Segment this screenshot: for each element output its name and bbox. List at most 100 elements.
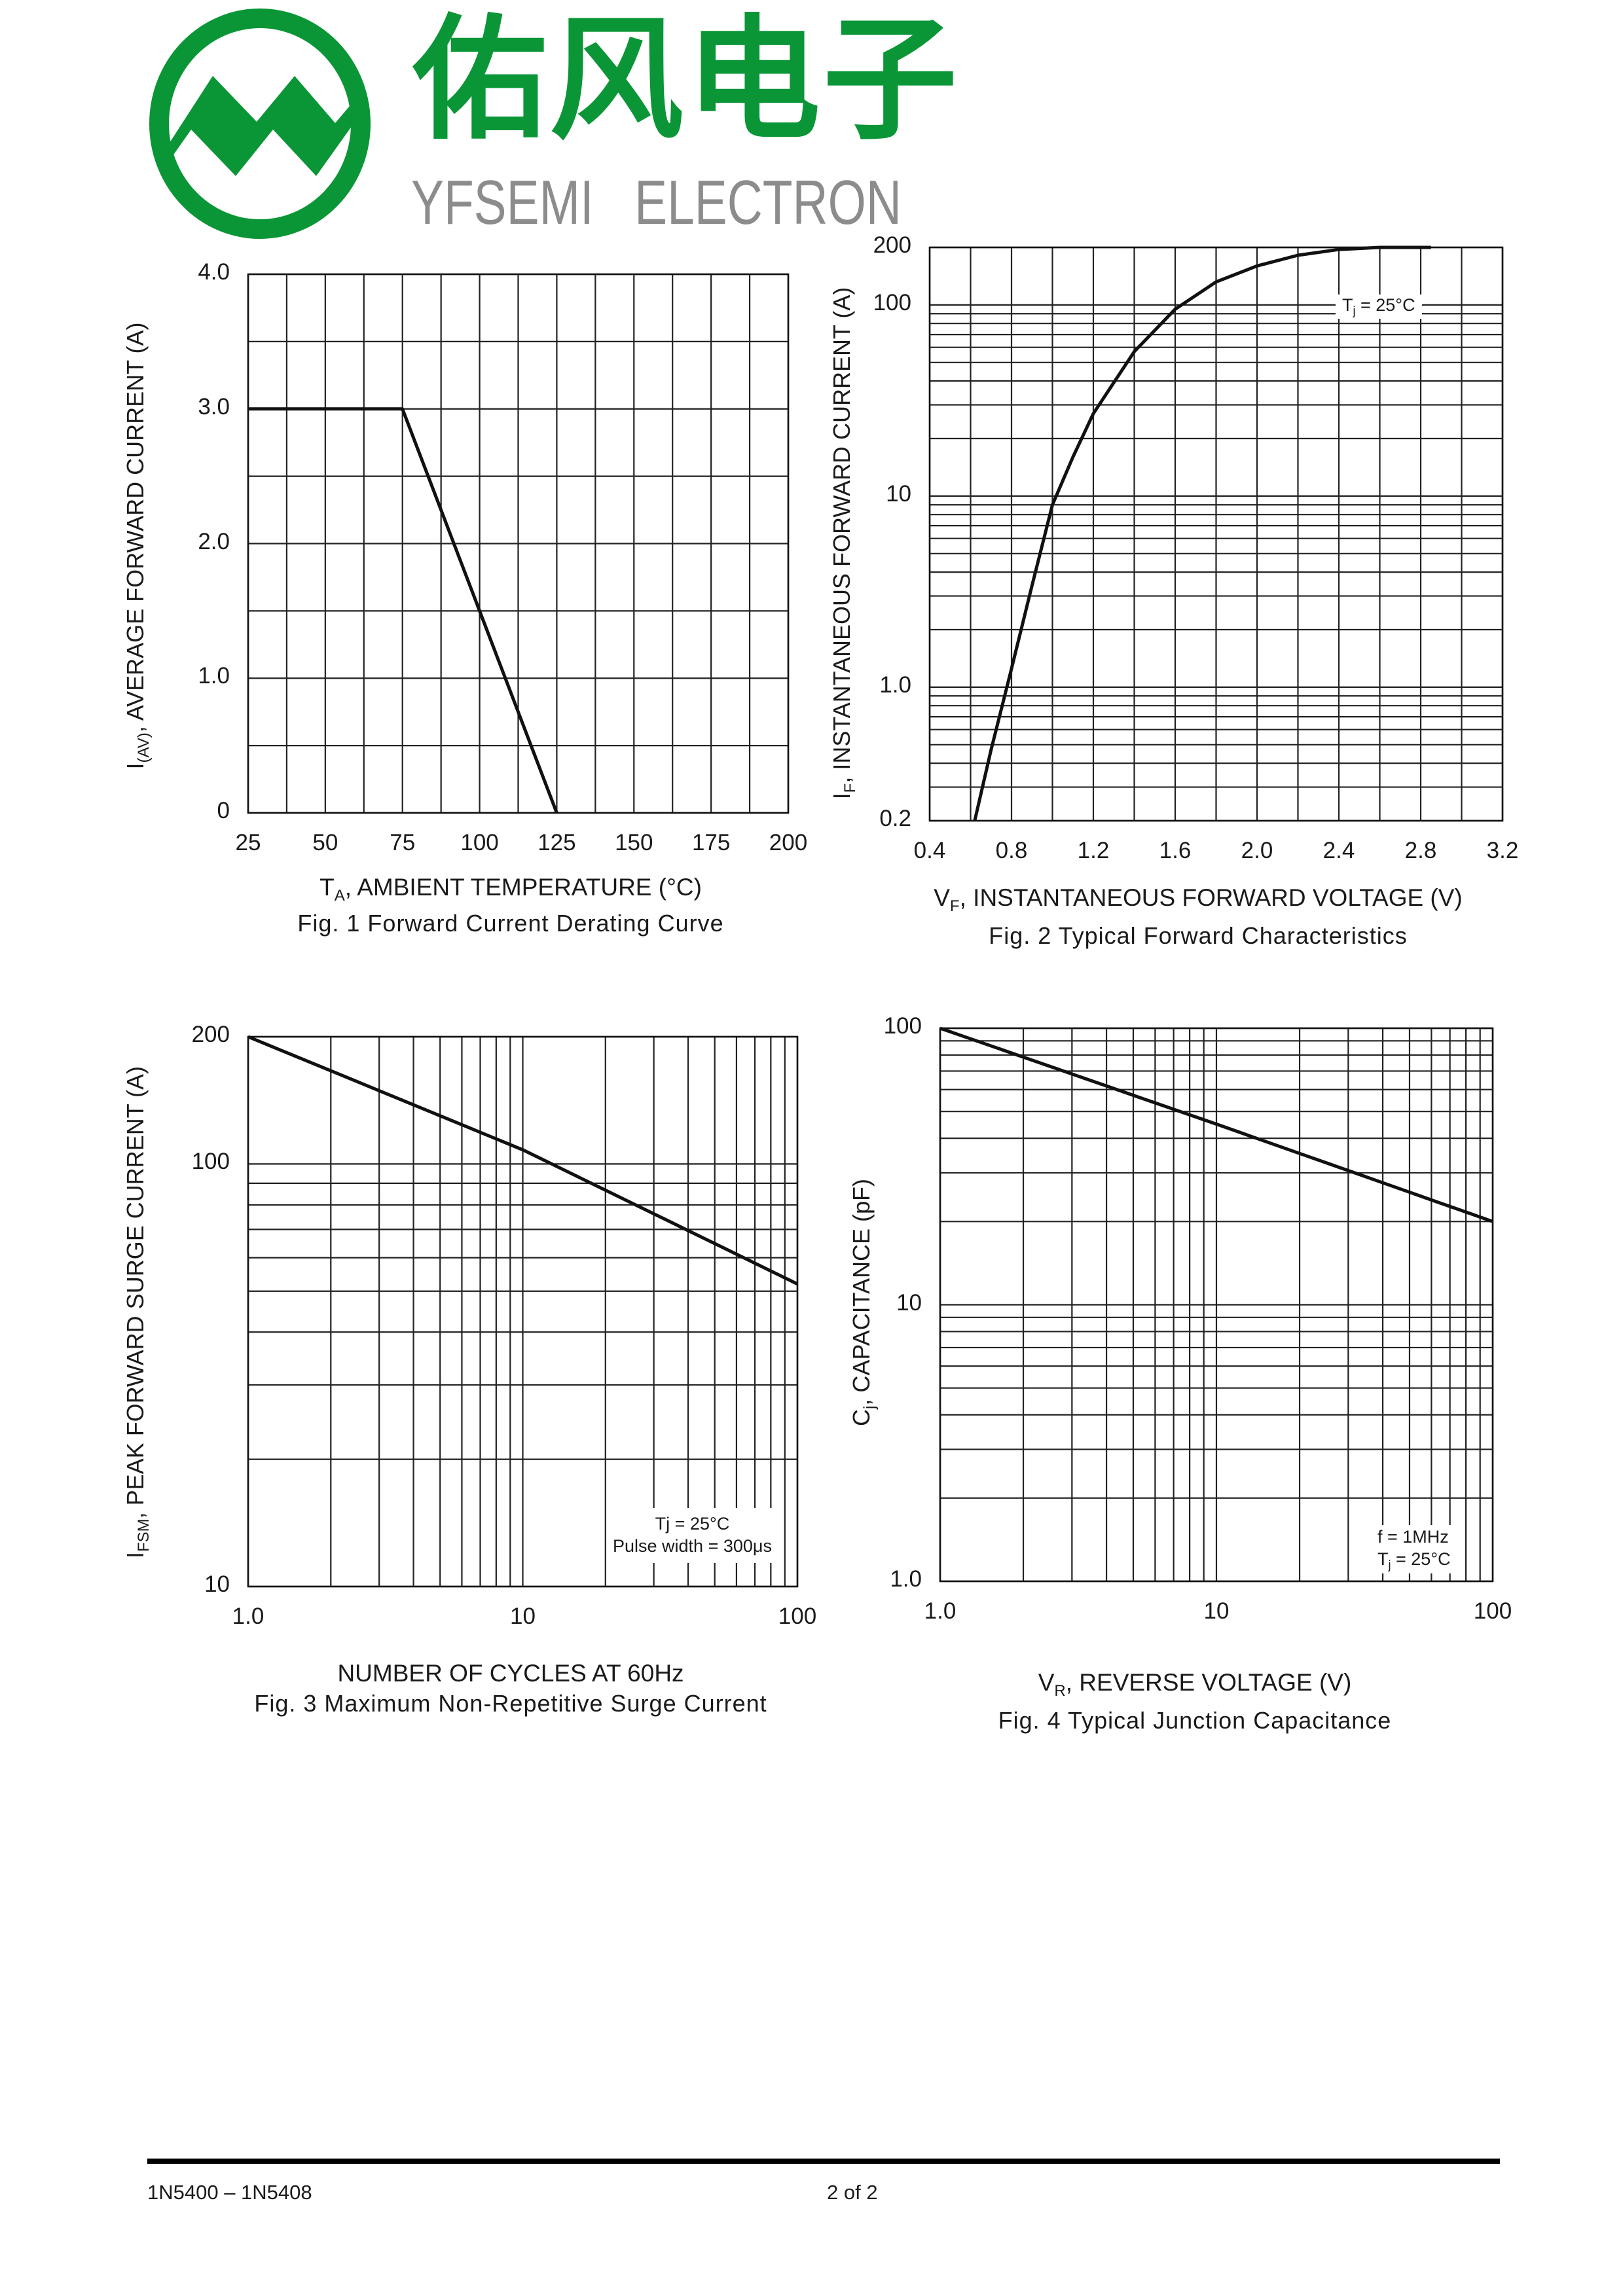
- fig2-series-Tj=25C: [973, 245, 1431, 821]
- fig1-ylabel-sub: (AV): [135, 732, 153, 763]
- fig3-x-tick-label: 1.0: [232, 1604, 264, 1629]
- fig2-x-tick-label: 0.8: [995, 838, 1028, 863]
- fig2-x-tick-label: 1.2: [1077, 838, 1110, 863]
- logo-ring: [149, 9, 371, 239]
- fig4-annot-line1: f = 1MHz: [1377, 1527, 1449, 1547]
- fig3-x-tick-label: 10: [510, 1604, 536, 1629]
- fig2-ylabel-sub: F: [841, 783, 859, 793]
- fig2-xlabel-main: V: [934, 884, 950, 911]
- footer-divider: [147, 2159, 1500, 2164]
- fig3-ylabel-sub: FSM: [135, 1518, 153, 1552]
- fig4-x-tick-label: 10: [1203, 1598, 1230, 1624]
- fig3-plot-frame: [247, 1035, 799, 1588]
- fig3-y-tick-label: 100: [191, 1149, 230, 1175]
- fig4-xlabel-main: V: [1038, 1669, 1055, 1696]
- fig1-plot-frame: [247, 273, 790, 814]
- fig2-x-axis-label: VF, INSTANTANEOUS FORWARD VOLTAGE (V): [934, 884, 1463, 916]
- fig4-plot-frame: [939, 1027, 1494, 1583]
- fig2-xlabel-sub: F: [949, 897, 960, 915]
- fig2-annotation: Tj = 25°C: [1336, 295, 1422, 319]
- fig1-xlabel-main: T: [319, 874, 335, 901]
- fig1-x-tick-label: 25: [235, 830, 261, 855]
- footer-part-number: 1N5400 – 1N5408: [147, 2181, 312, 2204]
- fig2-plot-frame: [928, 246, 1504, 822]
- fig2-y-tick-label: 200: [873, 232, 911, 258]
- fig4-ylabel-sub: j: [861, 1405, 879, 1410]
- fig2-caption: Fig. 2 Typical Forward Characteristics: [989, 922, 1408, 949]
- fig2-y-tick-label: 10: [886, 480, 911, 507]
- fig1-y-tick-label: 4.0: [198, 259, 230, 285]
- fig2-y-tick-label: 0.2: [879, 806, 911, 831]
- fig4-annot-sub: j: [1388, 1558, 1391, 1571]
- fig2-x-tick-label: 1.6: [1159, 838, 1192, 863]
- fig4-xlabel-rest: , REVERSE VOLTAGE (V): [1065, 1669, 1352, 1696]
- fig4-series-Cj: [939, 1026, 1493, 1223]
- fig1-y-tick-label: 0: [217, 798, 230, 823]
- fig2-y-tick-label: 100: [873, 289, 911, 315]
- fig4-ylabel-rest: , CAPACITANCE (pF): [848, 1178, 875, 1406]
- fig1-x-tick-label: 50: [312, 830, 338, 855]
- fig1-y-tick-label: 1.0: [198, 663, 230, 689]
- fig2-x-tick-label: 2.0: [1241, 838, 1273, 863]
- fig3-y-axis-label: IFSM, PEAK FORWARD SURGE CURRENT (A): [122, 1066, 153, 1558]
- fig4-y-axis-label: Cj, CAPACITANCE (pF): [848, 1179, 879, 1426]
- fig4-y-tick-label: 1.0: [890, 1566, 922, 1592]
- fig3-annot-line1: Tj = 25°C: [655, 1514, 730, 1534]
- fig3-caption: Fig. 3 Maximum Non-Repetitive Surge Curr…: [254, 1690, 767, 1717]
- logo-chinese-name: 佑风电子: [412, 5, 960, 155]
- fig2-ylabel-rest: , INSTANTANEOUS FORWARD CURRENT (A): [828, 287, 855, 783]
- fig4-annotation: f = 1MHz Tj = 25°C: [1375, 1525, 1453, 1574]
- fig2-ylabel-main: I: [828, 793, 855, 800]
- fig4-x-tick-label: 100: [1473, 1598, 1512, 1624]
- fig1-x-tick-label: 150: [615, 830, 653, 855]
- fig4-x-axis-label: VR, REVERSE VOLTAGE (V): [1038, 1669, 1352, 1700]
- fig3-annotation: Tj = 25°C Pulse width = 300μs: [610, 1508, 775, 1563]
- fig2-annot-main: T: [1342, 295, 1353, 315]
- fig1-xlabel-rest: , AMBIENT TEMPERATURE (°C): [344, 874, 702, 901]
- fig2-x-tick-label: 2.4: [1322, 838, 1355, 863]
- fig1-y-tick-label: 2.0: [198, 528, 230, 554]
- fig1-x-tick-label: 125: [538, 830, 576, 855]
- fig1-ylabel-main: I: [122, 762, 149, 770]
- fig1-xlabel-sub: A: [334, 887, 345, 905]
- fig1-series-derating: [248, 407, 558, 814]
- fig2-x-tick-label: 2.8: [1404, 838, 1437, 863]
- fig4-annot-rest: = 25°C: [1391, 1549, 1451, 1569]
- fig4-x-tick-label: 1.0: [924, 1598, 957, 1624]
- fig4-ylabel-main: C: [848, 1409, 875, 1427]
- fig2-annot-rest: = 25°C: [1355, 295, 1415, 315]
- fig2-y-tick-label: 1.0: [879, 672, 911, 698]
- fig3-x-axis-label: NUMBER OF CYCLES AT 60Hz: [337, 1660, 684, 1687]
- fig1-x-axis-label: TA, AMBIENT TEMPERATURE (°C): [319, 874, 702, 905]
- fig4-y-tick-label: 10: [896, 1289, 922, 1316]
- fig1-x-tick-label: 175: [691, 830, 731, 855]
- fig3-series-IFSM: [247, 1035, 799, 1285]
- fig1-y-tick-label: 3.0: [198, 393, 230, 420]
- fig3-ylabel-main: I: [122, 1552, 149, 1559]
- fig1-x-tick-label: 100: [460, 830, 499, 855]
- company-logo-mark: [149, 9, 371, 239]
- fig1-y-axis-label: I(AV), AVERAGE FORWARD CURRENT (A): [122, 323, 153, 770]
- fig1-x-tick-label: 200: [769, 830, 808, 855]
- fig2-annot-sub: j: [1353, 304, 1356, 317]
- fig3-y-tick-label: 10: [204, 1571, 230, 1597]
- footer-page-number: 2 of 2: [827, 2181, 878, 2204]
- fig1-ylabel-rest: , AVERAGE FORWARD CURRENT (A): [122, 322, 149, 733]
- fig4-y-tick-label: 100: [883, 1013, 922, 1039]
- logo-zigzag: [164, 76, 360, 176]
- fig2-xlabel-rest: , INSTANTANEOUS FORWARD VOLTAGE (V): [959, 884, 1463, 911]
- fig2-x-tick-label: 0.4: [913, 838, 946, 863]
- fig3-x-tick-label: 100: [778, 1604, 817, 1629]
- fig2-y-axis-label: IF, INSTANTANEOUS FORWARD CURRENT (A): [828, 287, 860, 800]
- fig3-annot-line2: Pulse width = 300μs: [613, 1535, 772, 1556]
- fig1-caption: Fig. 1 Forward Current Derating Curve: [297, 910, 724, 937]
- fig4-xlabel-sub: R: [1054, 1682, 1066, 1700]
- fig3-y-tick-label: 200: [191, 1022, 230, 1047]
- fig1-x-tick-label: 75: [390, 830, 416, 855]
- fig2-x-tick-label: 3.2: [1486, 838, 1519, 863]
- logo-english-name: YFSEMI ELECTRON: [411, 168, 902, 238]
- fig4-annot-main: T: [1377, 1549, 1389, 1569]
- fig4-caption: Fig. 4 Typical Junction Capacitance: [998, 1707, 1392, 1734]
- fig4-annot-line2: Tj = 25°C: [1377, 1549, 1451, 1573]
